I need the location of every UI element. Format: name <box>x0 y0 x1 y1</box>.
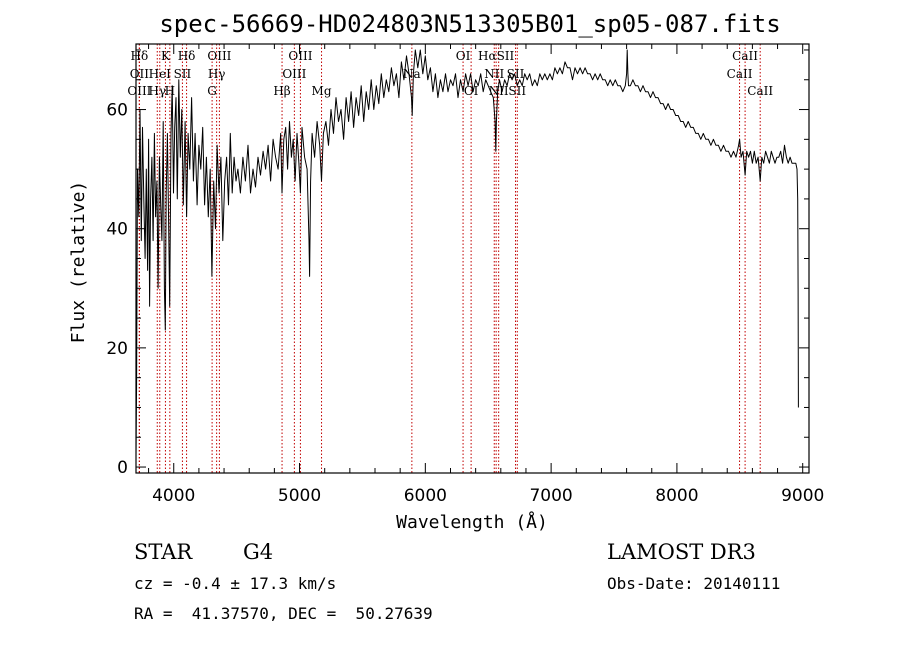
x-tick-label: 7000 <box>529 486 572 506</box>
y-tick-label: 20 <box>106 339 128 359</box>
line-marker-label: CaII <box>732 49 758 63</box>
line-marker-label: Hγ <box>148 84 166 98</box>
line-markers <box>138 44 761 473</box>
x-tick-label: 5000 <box>278 486 321 506</box>
line-marker-label: SII <box>174 67 192 81</box>
line-marker-label: NII <box>489 84 509 98</box>
line-marker-label: OIII <box>127 84 151 98</box>
line-marker-label: Hδ <box>178 49 196 63</box>
y-tick-label: 40 <box>106 220 128 240</box>
x-tick-label: 6000 <box>404 486 447 506</box>
line-marker-label: NII <box>484 67 504 81</box>
line-marker-label: H <box>165 84 175 98</box>
y-tick-label: 0 <box>117 458 128 478</box>
coordinates: RA = 41.37570, DEC = 50.27639 <box>134 604 433 623</box>
line-marker-label: G <box>207 84 217 98</box>
line-marker-label: Hδ <box>131 49 149 63</box>
line-marker-label: K <box>161 49 171 63</box>
line-marker-label: CaII <box>727 67 753 81</box>
line-marker-label: OI <box>456 49 471 63</box>
line-marker-label: Mg <box>312 84 332 98</box>
line-marker-label: HeI <box>149 67 172 81</box>
object-class: STAR <box>134 540 193 564</box>
y-axis: 0 20 40 60 <box>106 49 809 478</box>
line-marker-label: SII <box>508 84 526 98</box>
line-marker-label: CaII <box>747 84 773 98</box>
spectrum-line <box>135 49 799 456</box>
x-tick-label: 9000 <box>781 486 824 506</box>
survey-name: LAMOST DR3 <box>607 540 756 564</box>
line-marker-label: Na <box>403 67 421 81</box>
spectrum-chart: spec-56669-HD024803N513305B01_sp05-087.f… <box>68 10 824 533</box>
chart-title: spec-56669-HD024803N513305B01_sp05-087.f… <box>159 10 780 38</box>
y-tick-label: 60 <box>106 101 128 121</box>
x-axis: 4000 5000 6000 7000 8000 9000 <box>148 44 824 506</box>
line-marker-label: SII <box>507 67 525 81</box>
object-subclass: G4 <box>243 540 274 564</box>
x-tick-label: 4000 <box>152 486 195 506</box>
line-marker-label: OIII <box>288 49 312 63</box>
line-marker-label: Hβ <box>273 84 290 98</box>
line-marker-label: HαSII <box>478 49 515 63</box>
redshift-velocity: cz = -0.4 ± 17.3 km/s <box>134 574 337 593</box>
plot-frame <box>135 43 810 474</box>
line-marker-label: Hγ <box>208 67 226 81</box>
observation-date: Obs-Date: 20140111 <box>607 574 781 593</box>
line-marker-label: OIII <box>282 67 306 81</box>
series-layer <box>135 49 799 456</box>
line-marker-label: OIII <box>207 49 231 63</box>
y-axis-label: Flux (relative) <box>68 181 89 344</box>
line-marker-label: OII <box>130 67 150 81</box>
line-marker-label: OI <box>464 84 479 98</box>
x-axis-label: Wavelength (Å) <box>396 511 548 533</box>
x-tick-label: 8000 <box>655 486 698 506</box>
